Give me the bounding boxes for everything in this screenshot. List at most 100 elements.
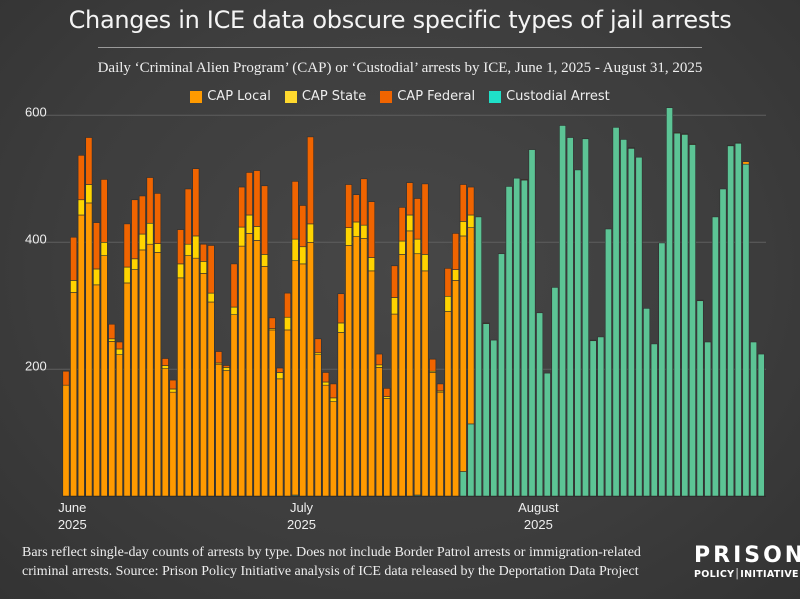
- bar-cap-local: [306, 242, 314, 497]
- bar-cap-federal: [421, 183, 429, 255]
- legend-item-cap-local: CAP Local: [190, 89, 271, 104]
- bar-cap-local: [154, 252, 162, 497]
- bar-cap-federal: [161, 358, 169, 366]
- bar-cap-local: [345, 245, 353, 497]
- bar-cap-local: [192, 257, 200, 497]
- bar-cap-local: [138, 249, 146, 497]
- bar-cap-state: [169, 388, 177, 393]
- bar-cap-local: [398, 254, 406, 497]
- y-tick-label: 600: [25, 104, 47, 119]
- bar-custodial-arrest: [696, 300, 704, 497]
- bar-cap-federal: [215, 351, 223, 364]
- bar-cap-local: [238, 245, 246, 497]
- bar-cap-local: [421, 270, 429, 497]
- legend-label: CAP State: [301, 89, 367, 104]
- bar-cap-local: [627, 147, 635, 149]
- bar-cap-federal: [391, 265, 398, 298]
- bar-cap-local: [383, 398, 391, 497]
- bar-custodial-arrest: [520, 179, 528, 497]
- bar-custodial-arrest: [658, 242, 666, 497]
- bar-cap-local: [742, 161, 750, 165]
- bar-custodial-arrest: [666, 107, 673, 497]
- bar-cap-state: [421, 254, 429, 272]
- legend-item-custodial-arrest: Custodial Arrest: [489, 89, 610, 104]
- bar-cap-local: [100, 255, 108, 497]
- bar-cap-local: [230, 314, 238, 497]
- bar-cap-state: [681, 133, 689, 135]
- bar-custodial-arrest: [475, 216, 482, 497]
- bar-cap-local: [291, 260, 299, 496]
- bar-cap-local: [391, 313, 398, 497]
- bar-cap-state: [154, 243, 162, 253]
- legend-item-cap-federal: CAP Federal: [380, 89, 475, 104]
- bar-cap-federal: [337, 293, 345, 324]
- bar-cap-local: [375, 367, 383, 497]
- bar-cap-federal: [482, 322, 490, 324]
- bar-cap-state: [100, 242, 108, 256]
- bar-cap-state: [398, 240, 406, 255]
- bar-cap-state: [138, 233, 146, 251]
- bar-cap-federal: [261, 185, 269, 255]
- bar-cap-federal: [322, 372, 330, 383]
- bar-cap-state: [238, 226, 246, 247]
- x-tick-year: 2025: [58, 517, 87, 532]
- bar-cap-local: [108, 341, 116, 497]
- bar-cap-state: [222, 367, 230, 371]
- bar-cap-federal: [413, 198, 421, 240]
- bar-cap-state: [85, 184, 93, 204]
- bar-cap-local: [284, 329, 291, 497]
- chart-subtitle: Daily ‘Criminal Alien Program’ (CAP) or …: [97, 60, 703, 76]
- bar-cap-federal: [245, 172, 253, 216]
- bar-cap-state: [329, 397, 337, 402]
- bar-cap-federal: [436, 383, 444, 392]
- y-tick-label: 200: [25, 358, 47, 373]
- bar-custodial-arrest: [681, 134, 689, 497]
- bar-cap-local: [161, 368, 169, 497]
- bar-custodial-arrest: [574, 169, 582, 497]
- bar-cap-state: [452, 269, 460, 281]
- bar-custodial-arrest: [711, 216, 719, 497]
- bar-custodial-arrest: [566, 137, 574, 497]
- legend: CAP Local CAP State CAP Federal Custodia…: [0, 89, 800, 104]
- bar-cap-local: [314, 354, 322, 497]
- bar-cap-local: [299, 263, 307, 497]
- logo-bottom: POLICY│INITIATIVE: [694, 569, 799, 580]
- bar-cap-federal: [222, 365, 230, 368]
- bar-cap-local: [452, 280, 460, 497]
- bar-cap-federal: [520, 179, 528, 181]
- bar-cap-state: [352, 221, 360, 237]
- bar-cap-local: [429, 372, 437, 497]
- bar-cap-state: [284, 316, 291, 331]
- bar-custodial-arrest: [513, 177, 521, 497]
- bar-cap-federal: [70, 236, 78, 281]
- bar-cap-local: [70, 292, 78, 497]
- bar-cap-federal: [77, 155, 85, 201]
- x-tick-month: August: [518, 500, 559, 515]
- bar-cap-local: [467, 227, 475, 425]
- bar-cap-state: [93, 268, 101, 286]
- bar-custodial-arrest: [688, 144, 696, 497]
- bar-cap-local: [360, 238, 368, 497]
- bar-cap-federal: [238, 186, 246, 228]
- bar-cap-federal: [115, 341, 123, 350]
- bar-cap-local: [253, 240, 261, 497]
- bar-cap-federal: [276, 367, 284, 373]
- bar-cap-federal: [368, 201, 376, 258]
- bar-cap-local: [146, 243, 154, 497]
- bar-cap-federal: [230, 263, 238, 308]
- bar-custodial-arrest: [467, 423, 475, 497]
- legend-swatch: [190, 90, 203, 103]
- bar-cap-local: [177, 277, 185, 497]
- bar-cap-federal: [467, 186, 475, 216]
- bar-cap-federal: [184, 188, 192, 245]
- bar-custodial-arrest: [643, 308, 651, 497]
- bar-cap-federal: [306, 136, 314, 225]
- legend-swatch: [284, 90, 297, 103]
- bar-custodial-arrest: [582, 138, 589, 497]
- bar-custodial-arrest: [497, 253, 505, 497]
- bar-cap-state: [276, 372, 284, 380]
- bar-cap-federal: [329, 383, 337, 399]
- bar-cap-local: [368, 270, 376, 497]
- bar-custodial-arrest: [673, 132, 681, 497]
- bar-custodial-arrest: [620, 139, 628, 497]
